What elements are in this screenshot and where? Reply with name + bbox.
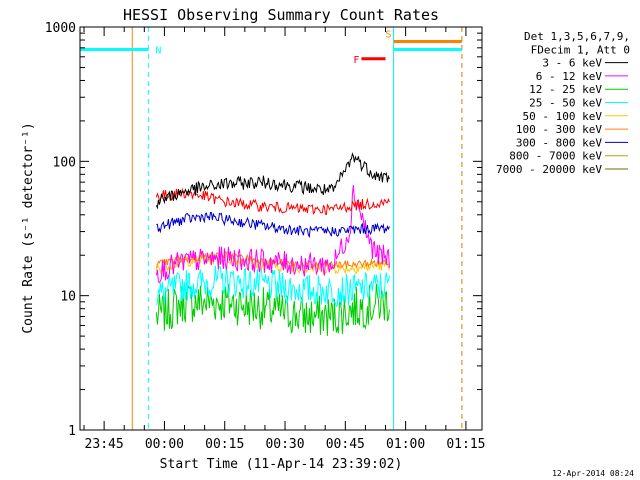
series-line <box>155 283 390 336</box>
legend-entry-label: 6 - 12 keV <box>536 70 603 83</box>
series-line <box>155 152 390 210</box>
legend-entry-label: 7000 - 20000 keV <box>496 163 602 176</box>
x-tick-label: 23:45 <box>85 437 124 452</box>
legend-entry-label: 300 - 800 keV <box>516 136 602 149</box>
flag-label: S <box>386 29 392 40</box>
x-tick-label: 01:00 <box>386 437 425 452</box>
plot-frame <box>79 26 483 431</box>
series-line <box>155 250 390 270</box>
x-tick-label: 00:15 <box>205 437 244 452</box>
generation-timestamp: 12-Apr-2014 08:24 <box>552 469 634 478</box>
y-tick-label: 100 <box>53 155 76 170</box>
chart-title: HESSI Observing Summary Count Rates <box>123 6 439 24</box>
series-line <box>155 185 390 284</box>
legend-header: Det 1,3,5,6,7,9, <box>524 30 630 43</box>
legend-entry-label: 12 - 25 keV <box>529 83 602 96</box>
x-tick-label: 00:00 <box>145 437 184 452</box>
series-line <box>156 211 390 239</box>
flag-label: N <box>155 45 161 56</box>
x-tick-label: 00:45 <box>326 437 365 452</box>
legend-entry-label: 25 - 50 keV <box>529 97 602 110</box>
series-line <box>155 265 390 307</box>
legend-entry-label: 800 - 7000 keV <box>509 150 602 163</box>
y-tick-label: 10 <box>60 290 76 305</box>
x-tick-label: 00:30 <box>265 437 304 452</box>
y-tick-label: 1 <box>68 424 76 439</box>
x-axis-label: Start Time (11-Apr-14 23:39:02) <box>160 457 403 472</box>
legend-header: FDecim 1, Att 0 <box>531 43 630 56</box>
y-axis-label: Count Rate (s⁻¹ detector⁻¹) <box>21 122 36 333</box>
x-tick-label: 01:15 <box>446 437 485 452</box>
legend-entry-label: 3 - 6 keV <box>542 57 602 70</box>
legend-entry-label: 100 - 300 keV <box>516 123 602 136</box>
flag-label: F <box>353 55 359 66</box>
y-tick-label: 1000 <box>45 21 76 36</box>
legend-entry-label: 50 - 100 keV <box>523 110 603 123</box>
